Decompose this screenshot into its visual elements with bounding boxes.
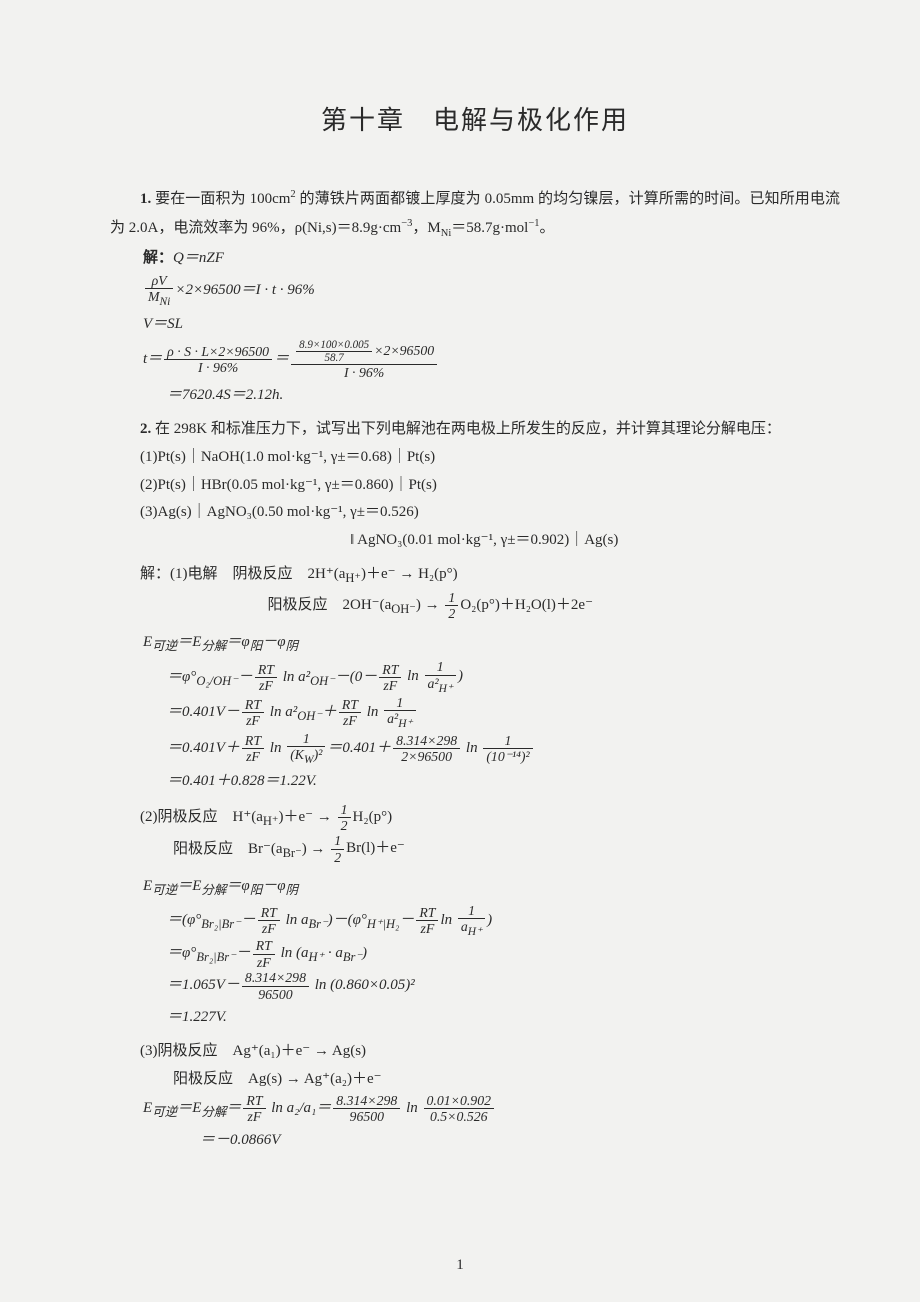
e2-line1: E可逆＝E分解＝φ阳－φ阴 bbox=[110, 871, 840, 903]
page-number: 1 bbox=[0, 1257, 920, 1274]
p2-item3b: ‖ AgNO₃(0.01 mol·kg⁻¹, γ±＝0.902)｜Ag(s) bbox=[110, 527, 840, 555]
e2-line4: ＝1.065V－8.314×29896500 ln (0.860×0.05)² bbox=[110, 970, 840, 1001]
p2-part3-cath: (3)阴极反应 Ag⁺(a₁)＋e⁻ → Ag(s) bbox=[110, 1038, 840, 1066]
e1-line1: E可逆＝E分解＝φ阳－φ阴 bbox=[110, 627, 840, 659]
p2-item2: (2)Pt(s)｜HBr(0.05 mol·kg⁻¹, γ±＝0.860)｜Pt… bbox=[110, 472, 840, 500]
problem-2-statement: 2. 在 298K 和标准压力下，试写出下列电解池在两电极上所发生的反应，并计算… bbox=[110, 416, 840, 444]
p1-sol-line1: 解：Q＝nZF bbox=[110, 243, 840, 273]
e2-line2: ＝(φ°Br₂|Br⁻－RTzF ln aBr⁻)－(φ°H⁺|H₂－RTzFl… bbox=[110, 903, 840, 939]
problem-1-label: 1. bbox=[140, 191, 151, 207]
p2-sol-head: 解：(1)电解 阴极反应 2H⁺(aH⁺)＋e⁻ → H₂(p°) bbox=[110, 561, 840, 590]
e1-line5: ＝0.401＋0.828＝1.22V. bbox=[110, 766, 840, 796]
p2-part3-anode: 阳极反应 Ag(s) → Ag⁺(a₂)＋e⁻ bbox=[110, 1066, 840, 1094]
e2-line5: ＝1.227V. bbox=[110, 1002, 840, 1032]
p2-item1: (1)Pt(s)｜NaOH(1.0 mol·kg⁻¹, γ±＝0.68)｜Pt(… bbox=[110, 444, 840, 472]
p1-sol-line4: t＝ρ · S · L×2×96500I · 96%＝8.9×100×0.005… bbox=[110, 339, 840, 380]
p1-sol-line2: ρVMNi×2×96500＝I · t · 96% bbox=[110, 273, 840, 309]
problem-2-label: 2. bbox=[140, 421, 151, 437]
e1-line2: ＝φ°O₂/OH⁻－RTzF ln a²OH⁻－(0－RTzF ln 1a²H⁺… bbox=[110, 659, 840, 695]
e2-line3: ＝φ°Br₂|Br⁻－RTzF ln (aH⁺ · aBr⁻) bbox=[110, 938, 840, 970]
p2-anode1: 阳极反应 2OH⁻(aOH⁻) → 12O₂(p°)＋H₂O(l)＋2e⁻ bbox=[110, 590, 840, 621]
p2-part2-cath: (2)阴极反应 H⁺(aH⁺)＋e⁻ → 12H₂(p°) bbox=[110, 802, 840, 833]
e1-line4: ＝0.401V＋RTzF ln 1(KW)²＝0.401＋8.314×2982×… bbox=[110, 731, 840, 767]
e3-line1: E可逆＝E分解＝RTzF ln a₂/a₁＝8.314×29896500 ln … bbox=[110, 1093, 840, 1125]
e3-line2: ＝－0.0866V bbox=[110, 1125, 840, 1155]
e1-line3: ＝0.401V－RTzF ln a²OH⁻＋RTzF ln 1a²H⁺ bbox=[110, 695, 840, 731]
p2-item3: (3)Ag(s)｜AgNO₃(0.50 mol·kg⁻¹, γ±＝0.526) bbox=[110, 499, 840, 527]
p1-sol-line5: ＝7620.4S＝2.12h. bbox=[110, 380, 840, 410]
p1-sol-line3: V＝SL bbox=[110, 309, 840, 339]
p2-part2-anode: 阳极反应 Br⁻(aBr⁻) → 12Br(l)＋e⁻ bbox=[110, 833, 840, 864]
page: 第十章 电解与极化作用 1. 要在一面积为 100cm2 的薄铁片两面都镀上厚度… bbox=[0, 0, 920, 1302]
chapter-title: 第十章 电解与极化作用 bbox=[110, 100, 840, 137]
problem-1-statement: 1. 要在一面积为 100cm2 的薄铁片两面都镀上厚度为 0.05mm 的均匀… bbox=[110, 185, 840, 243]
